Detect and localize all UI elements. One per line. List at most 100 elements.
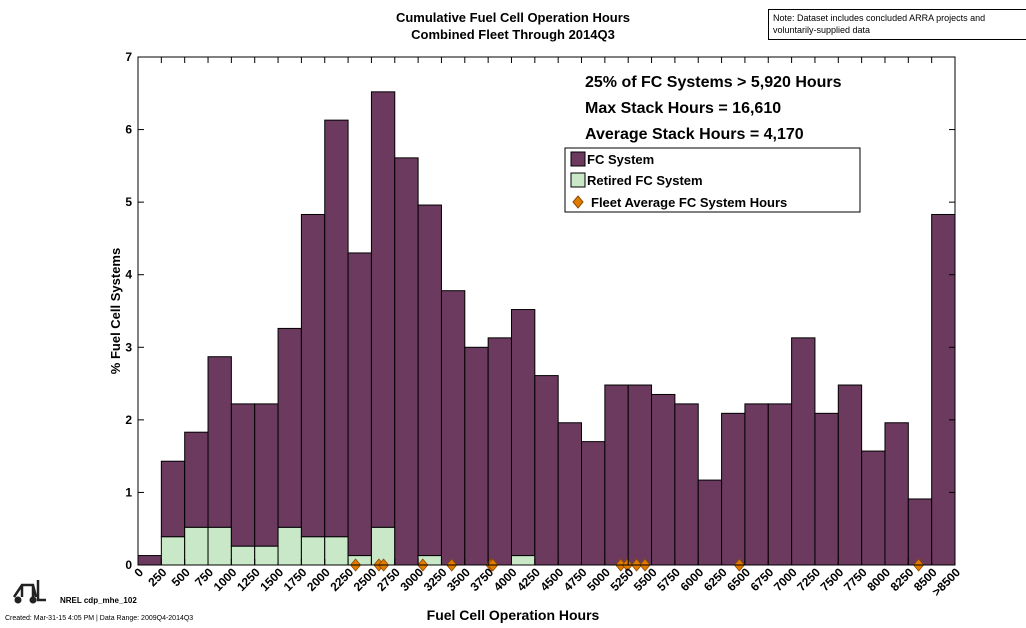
x-tick-label: 1750 (281, 565, 310, 594)
x-tick-label: 2000 (304, 565, 333, 594)
bar-segment (440, 290, 466, 566)
annotation: 25% of FC Systems > 5,920 Hours (585, 74, 842, 91)
note: Note: Dataset includes concluded ARRA pr… (773, 13, 985, 23)
x-tick-label: 4500 (538, 565, 567, 594)
bar-segment (744, 403, 769, 566)
bar-segment (207, 356, 232, 528)
legend: FC System Retired FC System Fleet Average … (564, 147, 861, 213)
x-tick-label: 4750 (561, 565, 590, 594)
bar-segment (277, 327, 302, 528)
legend-frame (564, 147, 861, 213)
bar-segment (627, 384, 653, 566)
bar-segment (861, 450, 886, 566)
note-frame (768, 9, 1026, 40)
y-tick-label: 4 (125, 268, 132, 282)
bar-segment (674, 403, 699, 566)
y-tick-label: 1 (125, 485, 132, 499)
bar-segment (697, 479, 723, 566)
bar-segment (510, 555, 536, 566)
footer-id: NREL cdp_mhe_102 (60, 596, 137, 605)
bar-segment (884, 422, 909, 566)
chart-subtitle: Combined Fleet Through 2014Q3 (411, 27, 615, 42)
bar-segment (767, 403, 793, 566)
bar-segment (581, 441, 606, 566)
x-tick-label: 1500 (257, 565, 286, 594)
bar-segment (230, 403, 256, 547)
x-tick-label: 8250 (888, 565, 917, 594)
bar-segment (651, 393, 676, 566)
x-tick-label: 3500 (444, 565, 473, 594)
bar-segment (300, 213, 326, 538)
x-tick-label: 6000 (678, 565, 707, 594)
legend-label: FC System (587, 152, 654, 167)
y-tick-label: 2 (125, 413, 132, 427)
x-tick-label: 8000 (864, 565, 893, 594)
legend-swatch (570, 151, 586, 167)
bar-segment (324, 536, 349, 566)
bar-segment (300, 536, 326, 566)
note: voluntarily-supplied data (773, 25, 870, 35)
x-tick-label: 4250 (514, 565, 543, 594)
x-tick-label: 1250 (234, 565, 263, 594)
y-tick-label: 7 (125, 50, 132, 64)
x-tick-label: 6250 (701, 565, 730, 594)
legend-label: Retired FC System (587, 173, 703, 188)
bar-segment (557, 422, 583, 566)
x-tick-label: 7750 (841, 565, 870, 594)
bar-segment (791, 337, 816, 566)
y-axis-label: % Fuel Cell Systems (108, 248, 123, 374)
y-tick-label: 3 (125, 340, 132, 354)
bar-segment (160, 460, 186, 538)
x-tick-label: 5750 (654, 565, 683, 594)
legend-swatch (570, 172, 586, 188)
x-tick-label: 6750 (748, 565, 777, 594)
y-tick-label: 6 (125, 123, 132, 137)
x-tick-label: 3250 (421, 565, 450, 594)
x-tick-label: 4000 (491, 565, 520, 594)
x-axis-label: Fuel Cell Operation Hours (427, 607, 600, 623)
bar-segment (370, 91, 396, 528)
chart-title: Cumulative Fuel Cell Operation Hours (396, 10, 630, 25)
bar-segment (277, 526, 302, 566)
bar-segment (254, 403, 279, 547)
bar-segment (207, 526, 232, 566)
legend-label: Fleet Average FC System Hours (591, 195, 787, 210)
bar-segment (931, 213, 956, 566)
bar-segment (534, 375, 559, 566)
bar-segment (721, 412, 746, 566)
x-tick-label: 6500 (724, 565, 753, 594)
footer-created: Created: Mar-31-15 4:05 PM | Data Range:… (5, 615, 193, 622)
annotation: Average Stack Hours = 4,170 (585, 126, 804, 143)
bar-segment (324, 119, 349, 538)
logo (12, 580, 46, 604)
bar-segment (814, 412, 839, 566)
x-tick-label: 0 (131, 565, 146, 580)
bar-segment (160, 536, 186, 566)
bar-segment (137, 555, 162, 566)
bar-segment (417, 204, 442, 557)
y-tick-label: 5 (125, 195, 132, 209)
bar-segment (837, 384, 863, 566)
legend-marker (572, 195, 584, 209)
bar-segment (254, 545, 279, 566)
bar-segment (604, 384, 629, 566)
x-tick-label: 5250 (608, 565, 637, 594)
bar-segment (487, 337, 512, 566)
note-box: Note: Dataset includes concluded ARRA pr… (768, 9, 1026, 40)
bar-segment (230, 545, 256, 566)
bar-segment (184, 431, 209, 528)
bar-segment (184, 526, 209, 566)
bar-segment (464, 346, 489, 566)
x-tick-label: 7500 (818, 565, 847, 594)
bar-segment (907, 498, 933, 566)
x-tick-label: 1000 (211, 565, 240, 594)
bar-segment (510, 309, 536, 557)
x-tick-label: 7000 (771, 565, 800, 594)
bar-segment (394, 157, 419, 566)
x-tick-label: 7250 (794, 565, 823, 594)
x-tick-label: 5000 (584, 565, 613, 594)
x-tick-label: 250 (145, 565, 169, 589)
bar-segment (347, 252, 372, 557)
